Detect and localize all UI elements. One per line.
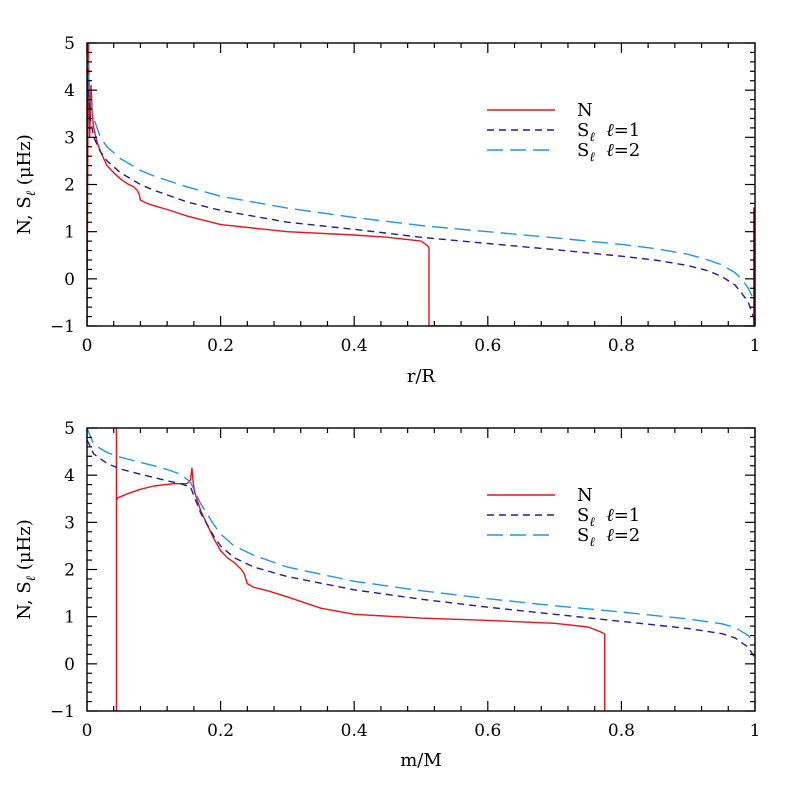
- y-axis-label: N, Sℓ (μHz): [14, 519, 39, 619]
- x-tick-label: 0.6: [474, 721, 501, 741]
- y-tick-label: 3: [64, 128, 75, 148]
- x-tick-label: 1: [750, 721, 761, 741]
- curves: [87, 428, 755, 711]
- legend: NSℓ ℓ=1Sℓ ℓ=2: [487, 485, 640, 550]
- y-tick-label: 4: [64, 466, 75, 486]
- y-tick-label: 5: [64, 419, 75, 439]
- y-tick-label: 2: [64, 176, 75, 196]
- x-tick-label: 0: [82, 721, 93, 741]
- x-tick-label: 0.8: [608, 336, 635, 356]
- x-tick-label: 0.2: [207, 336, 234, 356]
- series-line-sl-1: [87, 439, 755, 659]
- x-tick-label: 0: [82, 336, 93, 356]
- x-tick-label: 0.4: [341, 336, 368, 356]
- x-tick-label: 1: [750, 336, 761, 356]
- series-line-n: [87, 43, 755, 326]
- series-line-sl-1: [87, 66, 755, 322]
- y-tick-label: 0: [64, 655, 75, 675]
- y-tick-label: 1: [64, 608, 75, 628]
- y-tick-label: −1: [50, 702, 75, 722]
- legend-label-3: Sℓ ℓ=2: [577, 525, 640, 550]
- series-line-n: [115, 428, 606, 711]
- y-axis-label: N, Sℓ (μHz): [14, 134, 39, 234]
- x-axis-label: r/R: [407, 366, 436, 387]
- plot-frame: [86, 427, 756, 712]
- legend-label-1: N: [577, 485, 593, 506]
- y-tick-label: 3: [64, 513, 75, 533]
- x-tick-label: 0.2: [207, 721, 234, 741]
- x-tick-label: 0.4: [341, 721, 368, 741]
- x-tick-label: 0.8: [608, 721, 635, 741]
- x-axis-label: m/M: [400, 750, 442, 771]
- legend: NSℓ ℓ=1Sℓ ℓ=2: [487, 100, 640, 165]
- series-line-sl-2: [87, 52, 755, 303]
- y-tick-label: 2: [64, 561, 75, 581]
- legend-label-2: Sℓ ℓ=1: [577, 505, 640, 530]
- y-tick-label: 0: [64, 270, 75, 290]
- legend-label-2: Sℓ ℓ=1: [577, 120, 640, 145]
- y-tick-label: −1: [50, 317, 75, 337]
- plot-frame: [86, 42, 756, 327]
- legend-label-1: N: [577, 100, 593, 121]
- legend-label-3: Sℓ ℓ=2: [577, 140, 640, 165]
- series-line-sl-2: [87, 428, 755, 645]
- y-tick-label: 5: [64, 34, 75, 54]
- y-tick-label: 4: [64, 81, 75, 101]
- curves: [87, 43, 755, 326]
- x-tick-label: 0.6: [474, 336, 501, 356]
- y-tick-label: 1: [64, 223, 75, 243]
